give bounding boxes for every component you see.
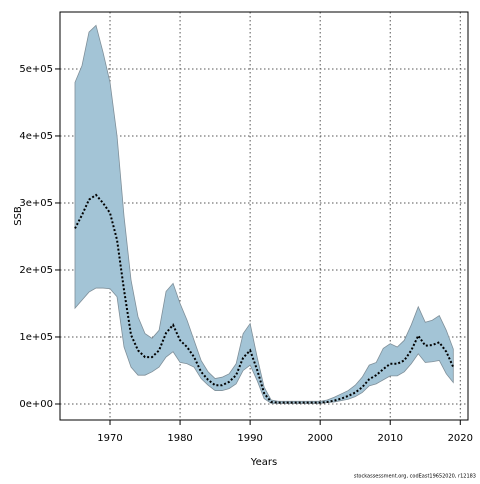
y-tick-label: 0e+00 <box>19 399 53 410</box>
x-tick-label: 1970 <box>97 433 122 444</box>
y-axis-label: SSB <box>13 206 24 226</box>
confidence-band <box>74 24 454 404</box>
plot-frame <box>59 11 469 421</box>
ssb-line <box>74 193 455 404</box>
y-tick-label: 1e+05 <box>19 332 53 343</box>
x-tick-label: 2000 <box>307 433 332 444</box>
x-tick-label: 2020 <box>448 433 473 444</box>
y-tick-label: 4e+05 <box>19 131 53 142</box>
x-tick-label: 1980 <box>167 433 192 444</box>
x-axis-label: Years <box>250 457 277 468</box>
footnote: stockassessment.org, codEast19652020, r1… <box>354 474 476 480</box>
y-tick-label: 5e+05 <box>19 64 53 75</box>
y-tick-label: 3e+05 <box>19 198 53 209</box>
x-tick-label: 1990 <box>237 433 262 444</box>
y-tick-label: 2e+05 <box>19 265 53 276</box>
x-tick-label: 2010 <box>378 433 403 444</box>
